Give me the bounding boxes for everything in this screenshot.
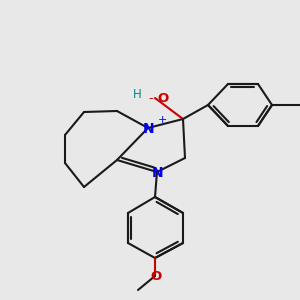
Text: O: O [158,92,169,106]
Text: H: H [133,88,141,101]
Text: +: + [157,115,167,125]
Text: N: N [152,166,164,180]
Text: O: O [150,271,162,284]
Text: -: - [149,92,153,106]
Text: N: N [143,122,155,136]
